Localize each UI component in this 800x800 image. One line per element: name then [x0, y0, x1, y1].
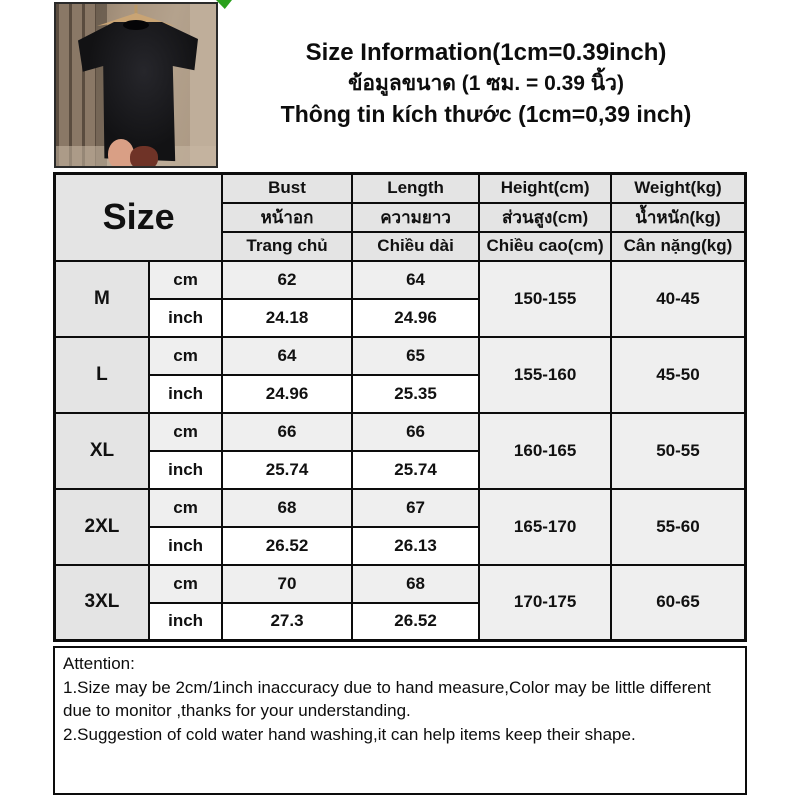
bust-cm-cell: 62 [221, 259, 353, 300]
unit-cm-cell: cm [147, 487, 224, 528]
size-cell: 3XL [53, 563, 150, 642]
bust-inch-cell: 26.52 [221, 525, 353, 566]
attention-line-2: 2.Suggestion of cold water hand washing,… [63, 724, 636, 744]
header-length-vi: Chiều dài [350, 230, 481, 262]
size-table: Size Bust Length Height(cm) Weight(kg) ห… [53, 172, 747, 642]
bust-cm-cell: 64 [221, 335, 353, 376]
weight-cell: 50-55 [609, 411, 747, 490]
wardrobe-background [56, 4, 96, 166]
weight-cell: 60-65 [609, 563, 747, 642]
header-height-th: ส่วนสูง(cm) [478, 201, 612, 233]
wall-panel [190, 4, 216, 166]
length-cm-cell: 64 [350, 259, 481, 300]
arm-sleeve [130, 146, 158, 166]
bust-inch-cell: 24.96 [221, 373, 353, 414]
product-photo [54, 2, 218, 168]
size-cell: L [53, 335, 150, 414]
header-weight-th: น้ำหนัก(kg) [609, 201, 747, 233]
title-thai: ข้อมูลขนาด (1 ซม. = 0.39 นิ้ว) [348, 72, 624, 95]
tshirt-neckline [123, 20, 149, 30]
header-weight-vi: Cân nặng(kg) [609, 230, 747, 262]
unit-inch-cell: inch [147, 449, 224, 490]
title-english: Size Information(1cm=0.39inch) [305, 39, 667, 66]
length-inch-cell: 25.35 [350, 373, 481, 414]
unit-inch-cell: inch [147, 373, 224, 414]
height-cell: 170-175 [478, 563, 612, 642]
length-inch-cell: 24.96 [350, 297, 481, 338]
bust-inch-cell: 25.74 [221, 449, 353, 490]
header-length-en: Length [350, 172, 481, 204]
length-inch-cell: 26.52 [350, 601, 481, 642]
height-cell: 155-160 [478, 335, 612, 414]
weight-cell: 40-45 [609, 259, 747, 338]
height-cell: 160-165 [478, 411, 612, 490]
length-cm-cell: 65 [350, 335, 481, 376]
unit-inch-cell: inch [147, 601, 224, 642]
size-header-cell: Size [53, 172, 224, 262]
height-cell: 150-155 [478, 259, 612, 338]
size-cell: 2XL [53, 487, 150, 566]
bust-cm-cell: 70 [221, 563, 353, 604]
unit-cm-cell: cm [147, 335, 224, 376]
header-bust-en: Bust [221, 172, 353, 204]
length-cm-cell: 66 [350, 411, 481, 452]
title-vietnamese: Thông tin kích thước (1cm=0,39 inch) [280, 101, 692, 127]
weight-cell: 45-50 [609, 335, 747, 414]
size-cell: XL [53, 411, 150, 490]
unit-cm-cell: cm [147, 563, 224, 604]
attention-box: Attention: 1.Size may be 2cm/1inch inacc… [53, 646, 747, 795]
bust-inch-cell: 24.18 [221, 297, 353, 338]
hanger-hook [134, 5, 138, 14]
length-inch-cell: 25.74 [350, 449, 481, 490]
mirror-strip [96, 4, 107, 166]
length-inch-cell: 26.13 [350, 525, 481, 566]
height-cell: 165-170 [478, 487, 612, 566]
header-length-th: ความยาว [350, 201, 481, 233]
attention-heading: Attention: [63, 654, 135, 673]
green-corner-icon [216, 0, 232, 9]
size-cell: M [53, 259, 150, 338]
attention-line-1: 1.Size may be 2cm/1inch inaccuracy due t… [63, 677, 711, 721]
unit-inch-cell: inch [147, 297, 224, 338]
unit-inch-cell: inch [147, 525, 224, 566]
bust-inch-cell: 27.3 [221, 601, 353, 642]
length-cm-cell: 67 [350, 487, 481, 528]
hand [108, 139, 134, 166]
header-weight-en: Weight(kg) [609, 172, 747, 204]
unit-cm-cell: cm [147, 411, 224, 452]
header-bust-th: หน้าอก [221, 201, 353, 233]
header-height-en: Height(cm) [478, 172, 612, 204]
header-bust-vi: Trang chủ [221, 230, 353, 262]
header-height-vi: Chiều cao(cm) [478, 230, 612, 262]
unit-cm-cell: cm [147, 259, 224, 300]
title-block: Size Information(1cm=0.39inch) ข้อมูลขนา… [222, 38, 750, 129]
weight-cell: 55-60 [609, 487, 747, 566]
bust-cm-cell: 68 [221, 487, 353, 528]
bust-cm-cell: 66 [221, 411, 353, 452]
length-cm-cell: 68 [350, 563, 481, 604]
